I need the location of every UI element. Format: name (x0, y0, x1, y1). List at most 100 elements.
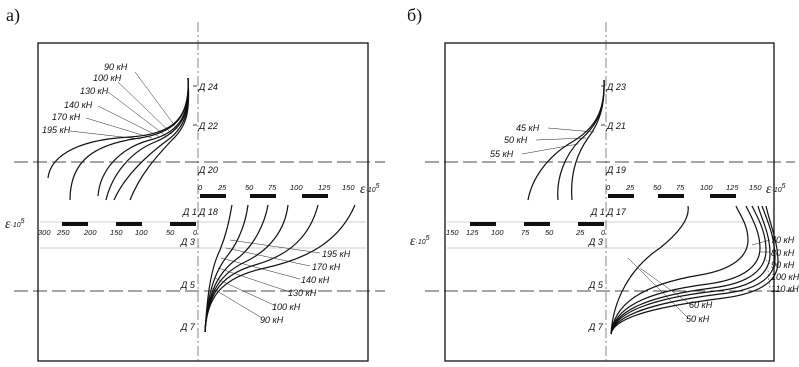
load-label: 55 кН (490, 149, 514, 159)
load-label: 50 кН (686, 314, 710, 324)
gauge-label: Д 24 (198, 82, 218, 92)
tick-label: 150 (342, 183, 355, 192)
gauge-label: Д 21 (606, 121, 626, 131)
panel-a-left-scale: 300 250 200 150 100 50 0 (38, 222, 198, 237)
load-label: 100 кН (272, 302, 301, 312)
curve-upper-50 (557, 79, 605, 201)
curve-lower-100 (610, 205, 776, 335)
tick-label: 50 (545, 228, 554, 237)
tick-label: 0 (198, 183, 203, 192)
panel-a: а) 0 25 50 75 100 125 150 ε·105 300 (5, 5, 385, 362)
curve-lower-170 (204, 204, 319, 333)
load-label: 110 кН (771, 284, 799, 294)
load-label: 45 кН (516, 123, 540, 133)
curve-lower-90 (204, 204, 233, 333)
panel-a-upper-curves (47, 77, 190, 201)
gauge-label: Д 5 (180, 280, 196, 290)
load-label: 195 кН (322, 249, 351, 259)
load-label: 130 кН (288, 288, 317, 298)
curve-lower-140 (204, 204, 289, 333)
curve-lower-90 (610, 205, 771, 335)
panel-b-lower-curves (610, 205, 779, 335)
panel-b-frame (444, 42, 775, 362)
panel-b-epsilon-right: ε·105 (766, 182, 786, 197)
panel-b-lower-load-labels-mid: 60 кН 50 кН (686, 300, 713, 324)
load-label: 100 кН (771, 272, 799, 282)
load-label: 140 кН (64, 100, 93, 110)
tick-label: 125 (726, 183, 739, 192)
tick-label: 125 (318, 183, 331, 192)
panel-a-top-scale: 0 25 50 75 100 125 150 (198, 183, 355, 198)
panel-a-lower-load-labels: 195 кН 170 кН 140 кН 130 кН 100 кН 90 кН (260, 249, 351, 325)
tick-label: 25 (625, 183, 635, 192)
curve-upper-130 (105, 77, 189, 201)
tick-label: 50 (166, 228, 175, 237)
curve-lower-130 (204, 204, 269, 333)
tick-label: 75 (521, 228, 530, 237)
load-label: 60 кН (689, 300, 713, 310)
gauge-label: Д 19 (606, 165, 626, 175)
tick-label: 125 (466, 228, 479, 237)
curve-upper-45 (571, 79, 605, 201)
panel-a-frame (37, 42, 369, 362)
panel-b-lower-leaders (627, 239, 771, 319)
panel-a-upper-load-labels: 90 кН 100 кН 130 кН 140 кН 170 кН 195 кН (42, 62, 128, 135)
curve-upper-55 (527, 79, 605, 201)
panel-a-lower-curves (204, 204, 356, 333)
gauge-label: Д 1 (182, 207, 197, 217)
gauge-label: Д 20 (198, 165, 218, 175)
panel-b: б) 0 25 50 75 100 125 150 ε·105 150 125 … (407, 5, 799, 362)
panel-b-top-scale: 0 25 50 75 100 125 150 (606, 183, 762, 198)
load-label: 70 кН (771, 235, 795, 245)
panel-b-letter: б) (407, 5, 422, 26)
curve-lower-60 (610, 205, 749, 335)
tick-label: 100 (135, 228, 148, 237)
load-label: 90 кН (104, 62, 128, 72)
load-label: 140 кН (301, 275, 330, 285)
tick-label: 200 (83, 228, 97, 237)
panel-b-upper-leaders (521, 127, 595, 155)
gauge-label: Д 3 (588, 237, 603, 247)
curve-lower-110 (610, 205, 779, 335)
load-label: 170 кН (312, 262, 341, 272)
curve-lower-195 (204, 204, 356, 333)
panel-b-upper-load-labels: 45 кН 50 кН 55 кН (490, 123, 540, 159)
tick-label: 250 (56, 228, 70, 237)
curve-upper-170 (69, 77, 189, 201)
tick-label: 300 (38, 228, 51, 237)
tick-label: 100 (290, 183, 303, 192)
gauge-label: Д 7 (180, 322, 196, 332)
load-label: 80 кН (771, 248, 795, 258)
panel-a-epsilon-left: ε·105 (5, 217, 25, 232)
panel-b-lower-load-labels-right: 70 кН 80 кН 90 кН 100 кН 110 кН (771, 235, 799, 294)
panel-b-upper-curves (527, 79, 605, 201)
tick-label: 100 (491, 228, 504, 237)
tick-label: 150 (110, 228, 123, 237)
gauge-label: Д 18 (198, 207, 218, 217)
curve-lower-80 (610, 205, 767, 335)
curve-lower-70 (610, 205, 761, 335)
tick-label: 100 (700, 183, 713, 192)
curve-lower-50 (610, 205, 689, 335)
load-label: 100 кН (93, 73, 122, 83)
tick-label: 75 (676, 183, 685, 192)
tick-label: 50 (653, 183, 662, 192)
gauge-label: Д 17 (606, 207, 627, 217)
panel-a-letter: а) (6, 5, 20, 26)
load-label: 170 кН (52, 112, 81, 122)
tick-label: 0 (606, 183, 611, 192)
gauge-label: Д 23 (606, 82, 626, 92)
gauge-label: Д 7 (588, 322, 604, 332)
curve-upper-100 (113, 77, 190, 201)
curve-upper-140 (97, 77, 189, 197)
panel-a-epsilon-right: ε·105 (360, 182, 380, 197)
tick-label: 75 (268, 183, 277, 192)
gauge-label: Д 22 (198, 121, 218, 131)
tick-label: 25 (575, 228, 585, 237)
load-label: 50 кН (504, 135, 528, 145)
load-label: 90 кН (771, 260, 795, 270)
tick-label: 150 (446, 228, 459, 237)
tick-label: 25 (217, 183, 227, 192)
tick-label: 0 (193, 228, 198, 237)
